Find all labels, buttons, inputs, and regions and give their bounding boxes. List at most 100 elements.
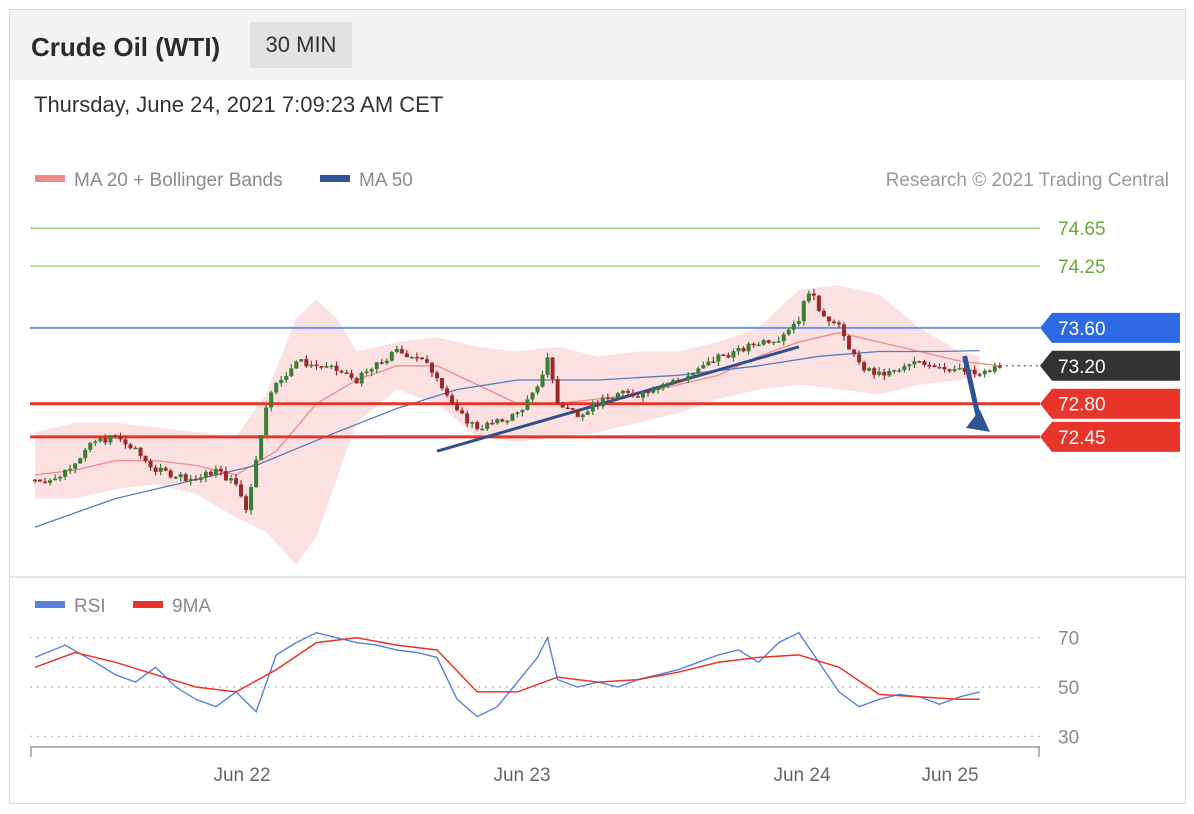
candle-body <box>198 477 203 480</box>
candle-body <box>404 353 409 358</box>
candle-body <box>495 419 500 424</box>
candle-body <box>902 366 907 371</box>
candle-body <box>816 295 821 311</box>
candle-body <box>641 391 646 398</box>
rsi-line <box>34 631 980 718</box>
forecast-arrow-shaft <box>962 355 983 425</box>
candle-body <box>686 375 691 380</box>
candle-body <box>932 365 937 368</box>
candle-body <box>867 368 872 371</box>
candle-body <box>530 392 535 400</box>
candle-body <box>520 409 525 413</box>
candle-body <box>254 459 259 488</box>
candle-body <box>480 428 485 431</box>
level-72.80: 72.80 <box>30 388 1180 419</box>
candle-body <box>515 412 520 414</box>
candle-body <box>636 396 640 398</box>
candle-body <box>475 422 480 430</box>
candle-body <box>605 397 610 400</box>
legend-ma50-label: MA 50 <box>359 170 413 191</box>
candle-body <box>535 386 540 393</box>
candle-body <box>133 447 138 450</box>
candle-body <box>158 467 163 472</box>
legend-ma20: MA 20 + Bollinger Bands <box>35 170 283 192</box>
candle-body <box>314 364 319 367</box>
candle-body <box>63 469 68 477</box>
x-tick-label: Jun 25 <box>921 765 978 786</box>
level-74.65: 74.65 <box>30 219 1106 240</box>
candle-body <box>33 479 37 482</box>
candle-body <box>153 467 158 472</box>
candle-body <box>384 360 389 364</box>
legend-9ma-label: 9MA <box>172 596 212 617</box>
candle-body <box>555 379 560 405</box>
candle-body <box>872 368 877 375</box>
legend-ma50: MA 50 <box>320 170 413 192</box>
ma20-swatch <box>35 175 65 183</box>
candle-body <box>982 370 987 375</box>
candle-body <box>676 379 681 382</box>
candle-body <box>942 366 947 370</box>
instrument-title: Crude Oil (WTI) <box>31 32 221 62</box>
level-72.45: 72.45 <box>30 421 1180 452</box>
candle-body <box>922 361 927 365</box>
candle-body <box>525 399 530 410</box>
candle-body <box>319 366 324 368</box>
level-tag <box>1040 312 1180 343</box>
candle-body <box>947 369 952 372</box>
candle-body <box>510 413 515 421</box>
candle-body <box>897 370 902 372</box>
candle-body <box>987 370 992 373</box>
candle-body <box>615 393 620 399</box>
candle-body <box>957 367 962 370</box>
candle-body <box>746 343 751 352</box>
candle-body <box>882 371 887 376</box>
candle-body <box>299 359 304 362</box>
candle-body <box>485 422 490 429</box>
candle-body <box>53 478 58 481</box>
candle-body <box>379 362 384 364</box>
candle-body <box>193 478 198 481</box>
rsi-ma9-line <box>34 636 980 701</box>
candle-body <box>113 435 118 437</box>
candle-body <box>465 413 470 424</box>
candle-body <box>58 476 63 479</box>
candle-body <box>565 407 570 410</box>
candle-body <box>550 357 555 380</box>
level-tag <box>1040 388 1180 419</box>
candle-body <box>826 316 831 322</box>
candle-body <box>927 364 932 367</box>
candle-body <box>776 341 781 343</box>
candle-body <box>716 354 721 362</box>
candle-body <box>992 366 997 372</box>
rsi-tick-label: 70 <box>1058 629 1079 650</box>
candle-body <box>249 487 254 511</box>
candle-body <box>424 359 429 363</box>
candle-body <box>309 364 314 367</box>
candle-body <box>173 477 178 479</box>
candle-body <box>490 422 495 425</box>
candle-body <box>842 324 847 337</box>
candle-body <box>691 372 696 376</box>
candle-body <box>43 481 48 484</box>
candle-body <box>877 371 882 375</box>
target-label: 74.25 <box>1058 257 1106 278</box>
candle-body <box>359 372 364 384</box>
candle-body <box>324 365 329 368</box>
timeframe-badge[interactable]: 30 MIN <box>250 22 352 68</box>
candle-body <box>917 361 922 363</box>
candle-body <box>806 293 811 302</box>
candle-body <box>711 361 716 363</box>
candle-body <box>545 357 550 375</box>
candle-body <box>972 369 977 375</box>
level-73.20: 73.20 <box>999 350 1180 381</box>
timestamp: Thursday, June 24, 2021 7:09:23 AM CET <box>34 92 444 117</box>
candle-body <box>234 478 238 485</box>
candle-body <box>786 329 791 335</box>
bollinger-band <box>35 285 980 565</box>
x-tick-label: Jun 23 <box>493 765 550 786</box>
candle-body <box>505 420 510 423</box>
candle-body <box>218 468 223 472</box>
candle-body <box>681 379 686 381</box>
candle-body <box>887 370 892 376</box>
